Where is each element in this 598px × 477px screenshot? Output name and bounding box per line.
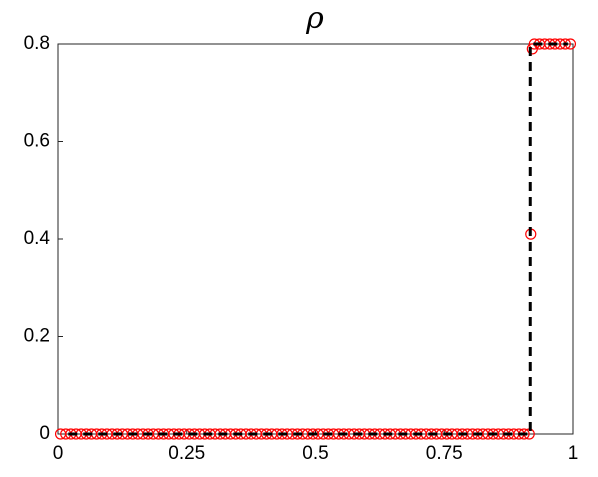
plot-box	[57, 43, 574, 435]
line	[68, 42, 568, 436]
y-tick-label: 0.2	[24, 326, 50, 347]
marker	[559, 38, 571, 50]
chart-title: ρ	[305, 1, 324, 36]
y-tick-label: 0.8	[24, 33, 50, 54]
x-tick-label: 0.25	[168, 443, 205, 464]
y-tick-label: 0.4	[24, 228, 51, 249]
x-tick-label: 0.5	[302, 443, 328, 464]
x-tick-label: 0	[53, 443, 64, 464]
y-tick-label: 0	[39, 423, 50, 444]
x-tick-label: 1	[568, 443, 579, 464]
x-tick-label: 0.75	[426, 443, 463, 464]
y-tick-label: 0.6	[24, 131, 50, 152]
